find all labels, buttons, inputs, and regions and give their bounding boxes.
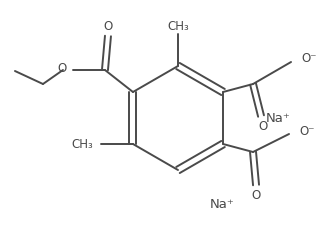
Text: CH₃: CH₃ bbox=[167, 20, 189, 33]
Text: O: O bbox=[103, 20, 113, 33]
Text: O: O bbox=[58, 63, 67, 76]
Text: CH₃: CH₃ bbox=[71, 138, 93, 151]
Text: O: O bbox=[251, 189, 261, 202]
Text: O⁻: O⁻ bbox=[299, 125, 314, 138]
Text: O: O bbox=[258, 119, 268, 132]
Text: Na⁺: Na⁺ bbox=[210, 198, 235, 211]
Text: Na⁺: Na⁺ bbox=[266, 111, 290, 125]
Text: O⁻: O⁻ bbox=[301, 51, 317, 64]
